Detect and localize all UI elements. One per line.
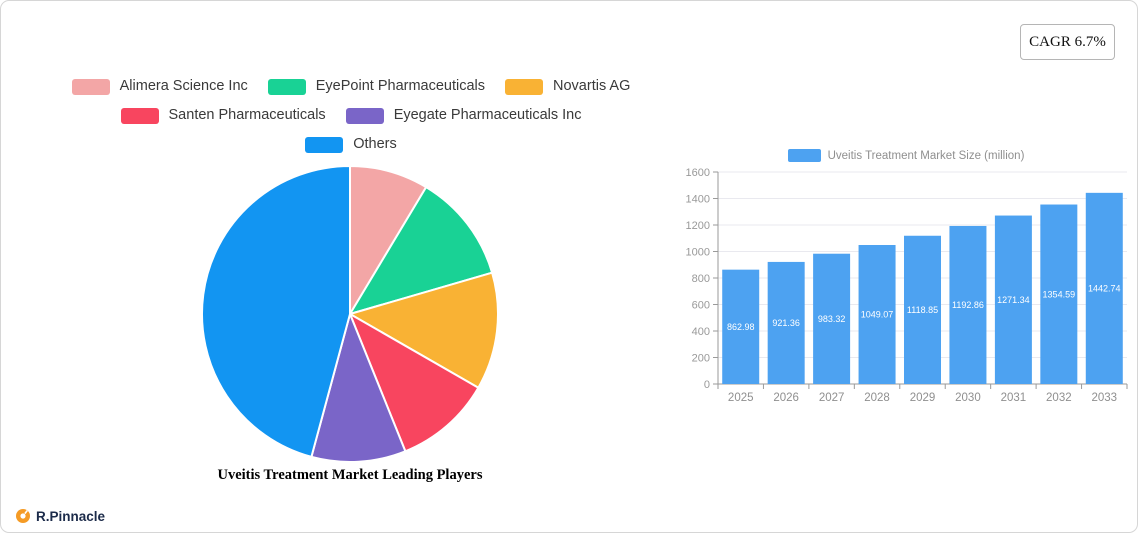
bar-value-label: 921.36 bbox=[772, 318, 800, 328]
pie-slice[interactable] bbox=[310, 313, 407, 463]
x-axis-label: 2033 bbox=[1091, 392, 1117, 404]
pie-legend-row: Alimera Science Inc EyePoint Pharmaceutic… bbox=[11, 78, 691, 95]
x-axis-label: 2025 bbox=[728, 392, 754, 404]
pie-legend-item[interactable]: Alimera Science Inc bbox=[71, 78, 248, 95]
bar-legend-label: Uveitis Treatment Market Size (million) bbox=[827, 149, 1025, 162]
legend-swatch bbox=[505, 78, 544, 95]
cagr-badge: CAGR 6.7% bbox=[1020, 24, 1115, 60]
pie-legend: Alimera Science Inc EyePoint Pharmaceutic… bbox=[11, 78, 691, 153]
y-axis-label: 1400 bbox=[686, 194, 710, 206]
x-axis-label: 2027 bbox=[819, 392, 845, 404]
legend-label: Novartis AG bbox=[553, 78, 631, 94]
y-axis-label: 1600 bbox=[686, 167, 710, 179]
y-axis-label: 800 bbox=[692, 273, 710, 285]
pie-legend-item[interactable]: Others bbox=[305, 136, 397, 153]
pie-slice[interactable] bbox=[349, 313, 480, 453]
bar-legend-swatch bbox=[787, 149, 821, 162]
bar[interactable] bbox=[904, 235, 941, 384]
pie-legend-item[interactable]: Santen Pharmaceuticals bbox=[120, 107, 326, 124]
bar-value-label: 1192.86 bbox=[952, 300, 984, 310]
bar-value-label: 1354.59 bbox=[1043, 289, 1076, 299]
y-axis-label: 400 bbox=[692, 326, 710, 338]
x-axis-label: 2031 bbox=[1001, 392, 1027, 404]
bar-value-label: 862.98 bbox=[727, 322, 755, 332]
legend-label: Others bbox=[353, 136, 397, 152]
y-axis-label: 1000 bbox=[686, 247, 710, 259]
pie-chart-title: Uveitis Treatment Market Leading Players bbox=[217, 467, 483, 483]
y-axis-label: 0 bbox=[704, 379, 710, 391]
y-axis-label: 200 bbox=[692, 353, 710, 365]
legend-label: Alimera Science Inc bbox=[119, 78, 248, 94]
legend-label: EyePoint Pharmaceuticals bbox=[315, 78, 486, 94]
y-axis-label: 600 bbox=[692, 300, 710, 312]
bar-value-label: 1271.34 bbox=[997, 295, 1030, 305]
legend-label: Eyegate Pharmaceuticals Inc bbox=[393, 107, 582, 123]
bar[interactable] bbox=[722, 269, 760, 384]
bar-chart: 0 200 400 600 800 1000 1200 1400 1600 862.98 2025 9… bbox=[686, 167, 1128, 404]
pie-legend-item[interactable]: Novartis AG bbox=[505, 78, 630, 95]
legend-swatch bbox=[120, 107, 159, 124]
bar[interactable] bbox=[1085, 192, 1123, 384]
legend-swatch bbox=[345, 107, 384, 124]
y-axis-label: 1200 bbox=[686, 220, 710, 232]
bar[interactable] bbox=[994, 215, 1032, 384]
pie-chart bbox=[201, 165, 499, 463]
x-axis-label: 2026 bbox=[773, 392, 799, 404]
bar-value-label: 983.32 bbox=[818, 314, 846, 324]
bar[interactable] bbox=[813, 253, 851, 384]
legend-swatch bbox=[305, 136, 344, 153]
x-axis-label: 2030 bbox=[955, 392, 981, 404]
x-axis-label: 2029 bbox=[910, 392, 936, 404]
x-axis-label: 2032 bbox=[1046, 392, 1072, 404]
bar-value-label: 1118.85 bbox=[907, 305, 938, 315]
pie-slice[interactable] bbox=[201, 165, 351, 458]
pie-legend-item[interactable]: Eyegate Pharmaceuticals Inc bbox=[345, 107, 582, 124]
legend-swatch bbox=[267, 78, 306, 95]
legend-swatch bbox=[71, 78, 110, 95]
pie-legend-row: Santen Pharmaceuticals Eyegate Pharmaceut… bbox=[11, 107, 691, 124]
legend-label: Santen Pharmaceuticals bbox=[168, 107, 326, 123]
bar-value-label: 1049.07 bbox=[861, 310, 894, 320]
bar[interactable] bbox=[949, 225, 987, 384]
rpinnacle-logo-icon bbox=[16, 509, 30, 523]
x-axis-label: 2028 bbox=[864, 392, 890, 404]
bar-value-label: 1442.74 bbox=[1088, 283, 1121, 293]
pie-slice[interactable] bbox=[349, 271, 499, 389]
bar-legend-item[interactable]: Uveitis Treatment Market Size (million) bbox=[691, 149, 1121, 162]
rpinnacle-logo-text: R.Pinnacle bbox=[36, 508, 106, 524]
bar[interactable] bbox=[1040, 204, 1078, 384]
bar[interactable] bbox=[858, 245, 896, 384]
rpinnacle-logo: R.Pinnacle bbox=[15, 508, 105, 524]
pie-legend-row: Others bbox=[11, 136, 691, 153]
bar[interactable] bbox=[767, 261, 805, 384]
pie-legend-item[interactable]: EyePoint Pharmaceuticals bbox=[267, 78, 486, 95]
